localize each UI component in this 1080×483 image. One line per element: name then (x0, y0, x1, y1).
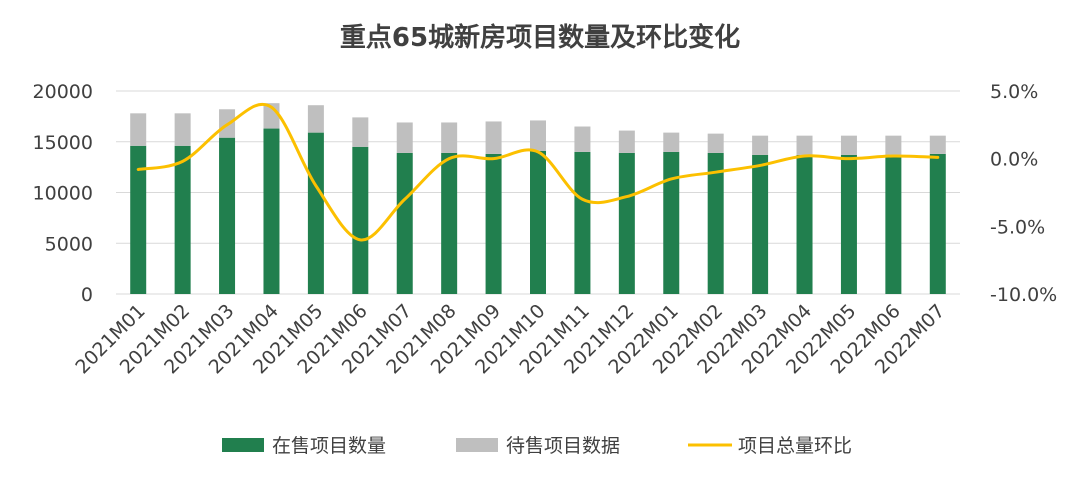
bar-on-sale (219, 137, 236, 294)
legend: 在售项目数量 待售项目数据 项目总量环比 (222, 435, 852, 457)
bar-pending (663, 132, 680, 152)
bar-pending (929, 135, 946, 154)
bar-on-sale (530, 150, 546, 294)
y-right-tick-label: -10.0% (990, 284, 1057, 306)
bar-pending (530, 120, 546, 151)
bar-on-sale (352, 146, 369, 294)
bar-on-sale (174, 145, 191, 294)
bar-on-sale (885, 154, 902, 294)
bar-pending (307, 105, 324, 133)
bar-on-sale (574, 151, 591, 294)
bar-on-sale (929, 153, 946, 294)
bar-pending (485, 121, 502, 154)
bar-pending (130, 113, 147, 146)
bar-on-sale (663, 151, 680, 294)
legend-label: 在售项目数量 (272, 435, 386, 457)
y-right-tick-label: -5.0% (990, 216, 1045, 238)
mom-change-line (136, 102, 940, 242)
x-axis-ticks: 2021M012021M022021M032021M042021M052021M… (71, 300, 949, 378)
bar-on-sale (307, 132, 324, 294)
right-axis-ticks: 5.0% 0.0% -5.0% -10.0% (990, 81, 1057, 306)
bar-pending (396, 122, 413, 153)
bar-on-sale (485, 153, 502, 294)
bar-pending (441, 122, 458, 153)
bar-pending (174, 113, 191, 146)
bar-pending (707, 133, 724, 153)
bar-pending (840, 135, 857, 155)
y-right-tick-label: 5.0% (990, 81, 1038, 103)
bar-pending (618, 130, 635, 153)
bar-on-sale (441, 152, 458, 294)
bar-pending (796, 135, 813, 155)
left-axis-ticks: 20000 15000 10000 5000 0 (33, 81, 93, 306)
legend-swatch (456, 438, 498, 452)
bar-on-sale (707, 152, 724, 294)
y-left-tick-label: 5000 (45, 233, 93, 255)
bar-on-sale (396, 152, 413, 294)
y-left-tick-label: 15000 (33, 132, 93, 154)
bar-on-sale (618, 152, 635, 294)
y-left-tick-label: 10000 (33, 183, 93, 205)
y-left-tick-label: 0 (81, 284, 93, 306)
y-left-tick-label: 20000 (33, 81, 93, 103)
bar-on-sale (796, 154, 813, 294)
legend-label: 项目总量环比 (738, 435, 852, 457)
bar-on-sale (752, 154, 769, 294)
y-right-tick-label: 0.0% (990, 149, 1038, 171)
chart-title: 重点65城新房项目数量及环比变化 (340, 22, 740, 53)
legend-label: 待售项目数据 (506, 435, 620, 457)
legend-swatch (222, 438, 264, 452)
line-series (136, 102, 940, 242)
bar-pending (885, 135, 902, 155)
bar-pending (752, 135, 769, 155)
bar-pending (574, 126, 591, 152)
bars (130, 103, 946, 294)
bar-on-sale (840, 154, 857, 294)
bar-on-sale (130, 145, 147, 294)
bar-on-sale (263, 128, 280, 294)
bar-pending (352, 117, 369, 147)
